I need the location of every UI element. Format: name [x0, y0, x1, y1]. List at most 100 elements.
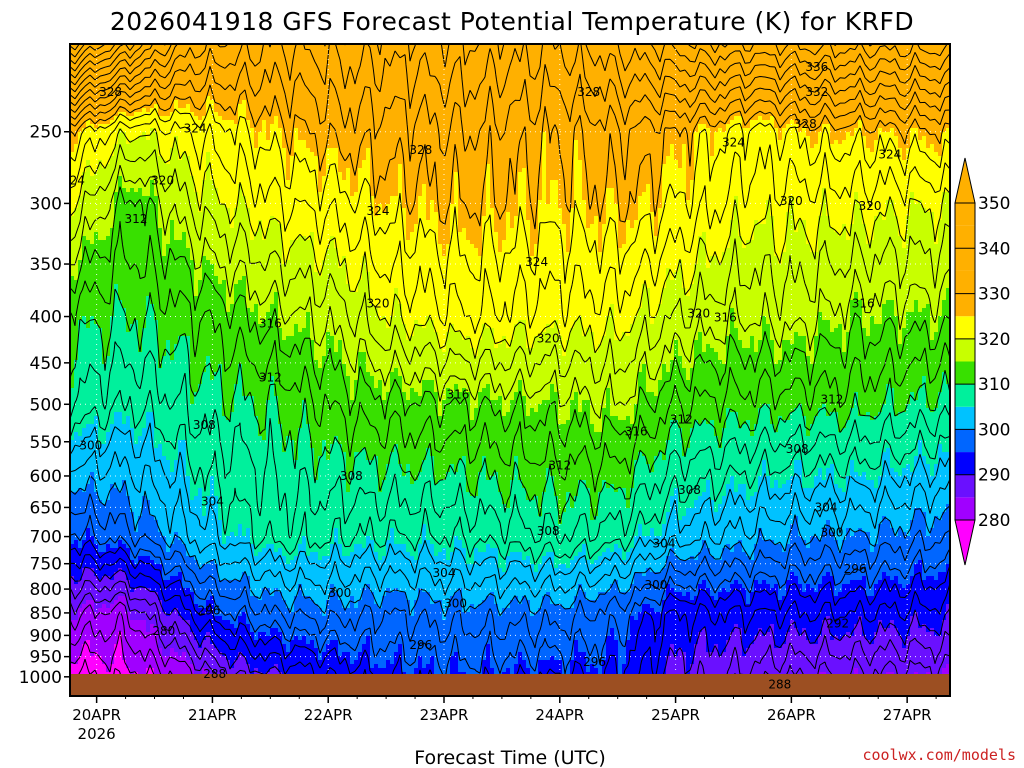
contour-fill-cell — [530, 48, 535, 53]
contour-fill-cell — [918, 116, 923, 121]
contour-fill-cell — [522, 112, 527, 117]
contour-fill-cell — [422, 120, 427, 125]
contour-fill-cell — [182, 76, 187, 81]
contour-fill-cell — [918, 80, 923, 85]
contour-fill-cell — [902, 84, 907, 89]
contour-fill-cell — [802, 100, 807, 105]
contour-fill-cell — [158, 88, 163, 93]
contour-fill-cell — [430, 84, 435, 89]
contour-fill-cell — [118, 56, 123, 61]
contour-fill-cell — [590, 108, 595, 113]
contour-fill-cell — [566, 64, 571, 69]
contour-fill-cell — [398, 68, 403, 73]
contour-fill-cell — [722, 92, 727, 97]
contour-fill-cell — [242, 108, 247, 113]
contour-fill-cell — [278, 88, 283, 93]
contour-fill-cell — [382, 96, 387, 101]
contour-fill-cell — [162, 60, 167, 65]
contour-fill-cell — [178, 92, 183, 97]
contour-fill-cell — [866, 112, 871, 117]
contour-fill-cell — [398, 120, 403, 125]
contour-fill-cell — [874, 56, 879, 61]
contour-fill-cell — [670, 96, 675, 101]
contour-fill-cell — [474, 64, 479, 69]
contour-fill-cell — [666, 48, 671, 53]
contour-fill-cell — [842, 60, 847, 65]
contour-fill-cell — [718, 76, 723, 81]
contour-fill-cell — [546, 104, 551, 109]
contour-fill-cell — [626, 100, 631, 105]
contour-fill-cell — [162, 116, 167, 121]
contour-fill-cell — [422, 124, 427, 129]
contour-fill-cell — [302, 108, 307, 113]
contour-fill-cell — [218, 96, 223, 101]
contour-fill-cell — [334, 64, 339, 69]
contour-fill-cell — [734, 80, 739, 85]
contour-fill-cell — [282, 72, 287, 77]
contour-fill-cell — [458, 48, 463, 53]
contour-fill-cell — [550, 96, 555, 101]
contour-fill-cell — [226, 72, 231, 77]
contour-fill-cell — [918, 88, 923, 93]
contour-fill-cell — [646, 48, 651, 53]
contour-fill-cell — [394, 84, 399, 89]
contour-fill-cell — [498, 64, 503, 69]
contour-fill-cell — [142, 100, 147, 105]
contour-fill-cell — [278, 64, 283, 69]
contour-fill-cell — [222, 120, 227, 125]
contour-fill-cell — [586, 64, 591, 69]
contour-fill-cell — [418, 80, 423, 85]
contour-fill-cell — [374, 104, 379, 109]
contour-fill-cell — [518, 116, 523, 121]
contour-fill-cell — [546, 60, 551, 65]
contour-fill-cell — [858, 48, 863, 53]
contour-fill-cell — [414, 96, 419, 101]
contour-fill-cell — [530, 112, 535, 117]
contour-fill-cell — [782, 52, 787, 57]
contour-fill-cell — [438, 124, 443, 129]
contour-fill-cell — [642, 84, 647, 89]
contour-fill-cell — [398, 92, 403, 97]
contour-fill-cell — [634, 104, 639, 109]
contour-fill-cell — [250, 100, 255, 105]
contour-fill-cell — [430, 124, 435, 129]
contour-fill-cell — [790, 104, 795, 109]
contour-fill-cell — [926, 72, 931, 77]
contour-fill-cell — [642, 80, 647, 85]
contour-fill-cell — [586, 60, 591, 65]
contour-fill-cell — [662, 56, 667, 61]
contour-fill-cell — [478, 72, 483, 77]
contour-fill-cell — [438, 64, 443, 69]
contour-fill-cell — [746, 116, 751, 121]
contour-fill-cell — [318, 104, 323, 109]
contour-fill-cell — [478, 108, 483, 113]
contour-fill-cell — [414, 104, 419, 109]
contour-fill-cell — [462, 120, 467, 125]
contour-fill-cell — [646, 104, 651, 109]
contour-fill-cell — [718, 48, 723, 53]
contour-fill-cell — [466, 84, 471, 89]
contour-fill-cell — [590, 68, 595, 73]
contour-fill-cell — [646, 108, 651, 113]
contour-fill-cell — [338, 48, 343, 53]
contour-fill-cell — [334, 116, 339, 121]
contour-fill-cell — [222, 76, 227, 81]
contour-fill-cell — [898, 96, 903, 101]
contour-fill-cell — [682, 92, 687, 97]
contour-fill-cell — [306, 76, 311, 81]
contour-fill-cell — [178, 60, 183, 65]
contour-fill-cell — [146, 124, 151, 129]
contour-fill-cell — [594, 116, 599, 121]
contour-fill-cell — [802, 104, 807, 109]
contour-fill-cell — [678, 48, 683, 53]
contour-fill-cell — [202, 56, 207, 61]
contour-fill-cell — [494, 92, 499, 97]
contour-fill-cell — [446, 68, 451, 73]
contour-fill-cell — [214, 68, 219, 73]
contour-fill-cell — [302, 52, 307, 57]
contour-fill-cell — [318, 88, 323, 93]
contour-fill-cell — [422, 104, 427, 109]
contour-fill-cell — [758, 116, 763, 121]
contour-fill-cell — [454, 48, 459, 53]
contour-fill-cell — [718, 116, 723, 121]
